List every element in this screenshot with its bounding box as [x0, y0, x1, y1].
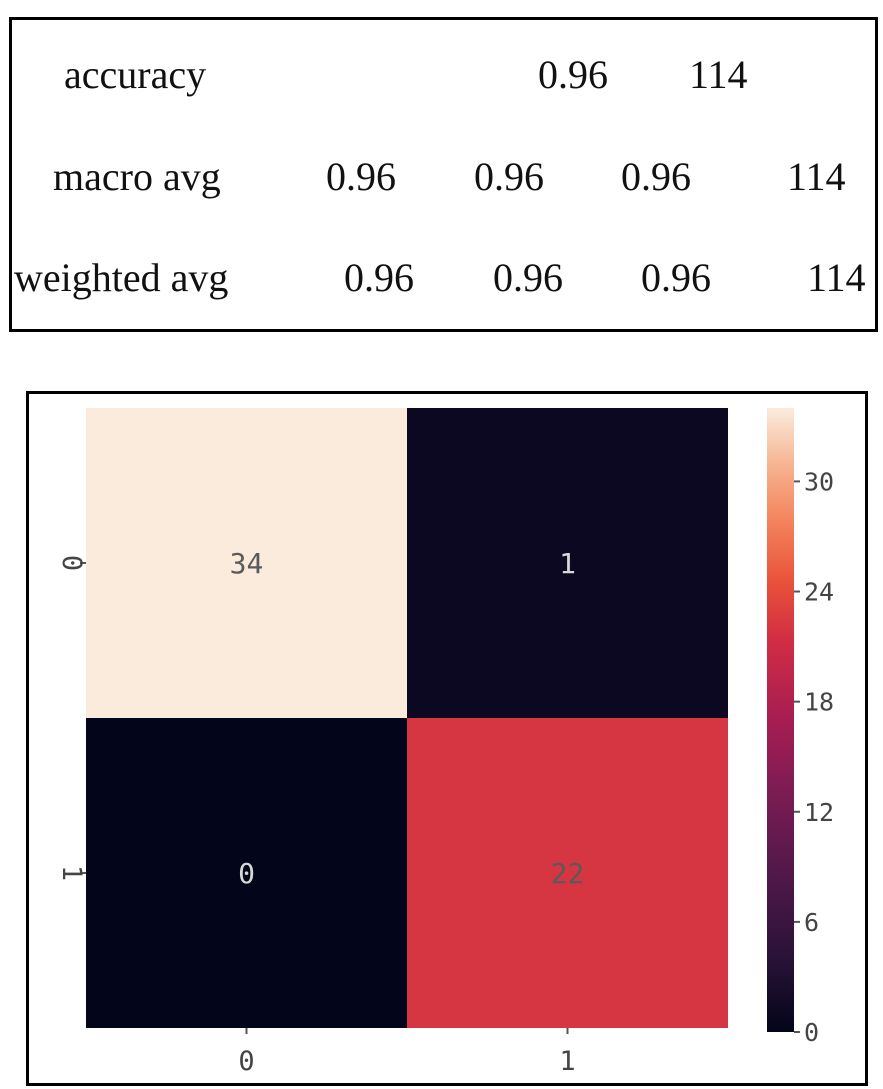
x-tick-label-0: 0 [238, 1046, 254, 1077]
colorbar-tick-label-0: 0 [804, 1018, 819, 1047]
weighted-avg-precision: 0.96 [344, 255, 414, 300]
heatmap-cell-r0-c0 [86, 408, 407, 718]
macro-avg-support: 114 [787, 154, 846, 199]
colorbar-tick-label-5: 30 [804, 467, 834, 496]
heatmap-cell-r1-c0 [86, 718, 407, 1028]
y-tick-label-0: 0 [56, 555, 87, 571]
x-tick-label-1: 1 [559, 1046, 575, 1077]
colorbar-gradient [767, 408, 794, 1032]
accuracy-f1-score: 0.96 [538, 52, 608, 97]
heatmap-annotation-r1-c1: 22 [551, 857, 585, 890]
row-label-accuracy: accuracy [64, 52, 207, 97]
macro-avg-precision: 0.96 [326, 154, 396, 199]
row-label-macro-avg: macro avg [53, 154, 221, 199]
colorbar-tick-label-3: 18 [804, 688, 834, 717]
weighted-avg-f1-score: 0.96 [641, 255, 711, 300]
confusion-matrix-frame: 34 1 0 22 0 1 0 1 0 6 12 18 24 30 [26, 391, 868, 1086]
colorbar-tick-label-2: 12 [804, 798, 834, 827]
heatmap-annotation-r1-c0: 0 [238, 857, 255, 890]
confusion-matrix-heatmap: 34 1 0 22 0 1 0 1 0 6 12 18 24 30 [56, 408, 834, 1077]
classification-report-table: accuracy 0.96 114 macro avg 0.96 0.96 0.… [9, 17, 878, 332]
macro-avg-recall: 0.96 [474, 154, 544, 199]
weighted-avg-support: 114 [807, 255, 866, 300]
row-label-weighted-avg: weighted avg [14, 255, 229, 300]
heatmap-annotation-r0-c1: 1 [559, 547, 576, 580]
heatmap-cell-r1-c1 [407, 718, 728, 1028]
accuracy-support: 114 [689, 52, 748, 97]
heatmap-annotation-r0-c0: 34 [230, 547, 264, 580]
colorbar-tick-label-4: 24 [804, 578, 834, 607]
colorbar-tick-label-1: 6 [804, 908, 819, 937]
y-tick-label-1: 1 [56, 865, 87, 881]
heatmap-cell-r0-c1 [407, 408, 728, 718]
weighted-avg-recall: 0.96 [493, 255, 563, 300]
macro-avg-f1-score: 0.96 [621, 154, 691, 199]
